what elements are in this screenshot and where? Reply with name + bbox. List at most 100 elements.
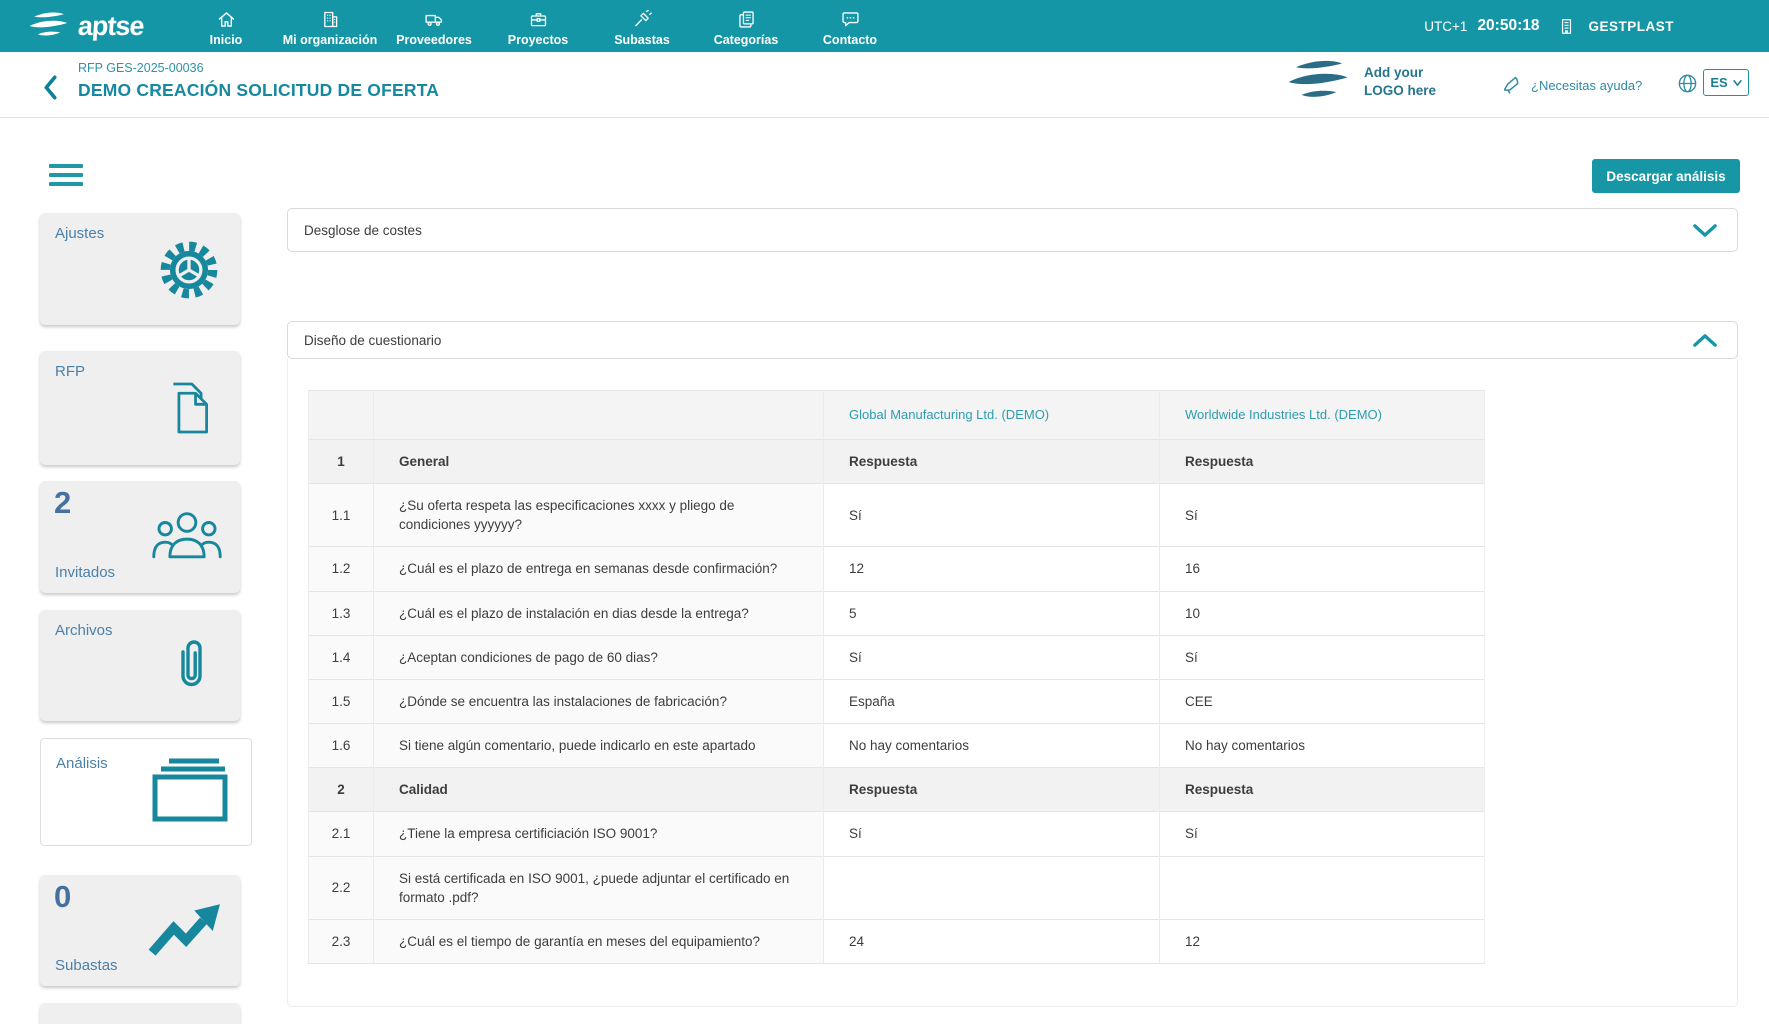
nav-label: Subastas [614,33,670,47]
table-row: 2.3 ¿Cuál es el tiempo de garantía en me… [308,918,1485,965]
answer-cell-supplier-2: 10 [1159,590,1485,636]
breadcrumb: RFP GES-2025-00036 [78,61,204,75]
answer-cell-supplier-1: 5 [823,590,1160,636]
row-number: 1.5 [308,678,374,724]
empty-header-cell [308,390,374,440]
row-number: 1.1 [308,483,374,547]
sidebar-card-subastas[interactable]: 0 Subastas [40,875,240,986]
nav-label: Proveedores [396,33,472,47]
answer-cell-supplier-2: 12 [1159,918,1485,965]
megaphone-icon [1503,76,1519,94]
question-cell: General [373,438,824,484]
panel-title: Diseño de cuestionario [304,332,442,348]
language-select[interactable]: ES [1703,69,1749,96]
answer-cell-supplier-2: Respuesta [1159,438,1485,484]
card-label: Invitados [55,564,116,581]
sidebar-card-analisis[interactable]: Análisis [40,738,252,846]
answer-cell-supplier-1: No hay comentarios [823,723,1160,768]
panel-desglose-de-costes[interactable]: Desglose de costes [287,208,1738,252]
nav-item-categorias[interactable]: Categorías [694,5,798,47]
row-number: 2.1 [308,811,374,857]
menu-toggle-button[interactable] [49,164,83,191]
question-cell: Calidad [373,767,824,812]
question-cell: ¿Tiene la empresa certificiación ISO 900… [373,811,824,857]
nav-label: Inicio [209,33,243,47]
chevron-down-icon[interactable] [1693,223,1717,237]
back-button[interactable] [42,74,59,106]
help-link[interactable]: ¿Necesitas ayuda? [1500,74,1642,96]
nav-item-subastas[interactable]: Subastas [590,5,694,47]
sidebar-card-rfp[interactable]: RFP [40,351,240,465]
nav-item-proyectos[interactable]: Subastas Proyectos [486,5,590,47]
sidebar-card-invitados[interactable]: 2 Invitados [40,481,240,593]
row-number: 1.3 [308,590,374,636]
topbar-right-cluster: UTC+1 20:50:18 GESTPLAST [1424,0,1674,52]
sidebar-card-ajustes[interactable]: Ajustes [40,213,240,325]
aptse-logo[interactable]: aptse [26,10,146,42]
help-label: ¿Necesitas ayuda? [1531,77,1643,93]
page-title: DEMO CREACIÓN SOLICITUD DE OFERTA [78,80,440,100]
row-number: 1.6 [308,723,374,768]
swoosh-logo-icon [29,12,68,36]
question-cell: ¿Cuál es el plazo de instalación en dias… [373,590,824,636]
empty-header-cell [373,390,824,440]
sidebar-card-partial[interactable] [40,1003,240,1024]
organization-icon [323,11,337,28]
answer-cell-supplier-2: CEE [1159,678,1485,724]
card-label: Subastas [55,957,118,974]
table-row: 1.6 Si tiene algún comentario, puede ind… [308,723,1485,768]
row-number: 2.2 [308,855,374,920]
question-cell: ¿Aceptan condiciones de pago de 60 dias? [373,634,824,680]
nav-item-mi-organizacion[interactable]: Mi organización [278,5,382,47]
question-cell: ¿Dónde se encuentra las instalaciones de… [373,678,824,724]
nav-item-inicio[interactable]: Inicio [174,5,278,47]
timezone-label: UTC+1 [1424,18,1468,34]
nav-label: Proyectos [507,33,569,47]
answer-cell-supplier-1: Sí [823,634,1160,680]
briefcase-icon [530,13,546,27]
card-label: Análisis [56,755,108,772]
supplier-header-row: Global Manufacturing Ltd. (DEMO) Worldwi… [308,390,1485,440]
building-icon [1562,18,1572,34]
table-row: 2 Calidad Respuesta Respuesta [308,767,1485,812]
table-row: 2.2 Si está certificada en ISO 9001, ¿pu… [308,855,1485,920]
panel-diseno-de-cuestionario[interactable]: Diseño de cuestionario [287,321,1738,359]
language-value: ES [1710,75,1728,90]
nav-item-contacto[interactable]: Contacto [798,5,902,47]
supplier-column-header[interactable]: Global Manufacturing Ltd. (DEMO) [823,390,1160,440]
answer-cell-supplier-2: 16 [1159,546,1485,592]
answer-cell-supplier-1: Respuesta [823,767,1160,812]
nav-label: Contacto [822,33,878,47]
logo-placeholder[interactable]: Add your LOGO here [1283,58,1436,106]
supplier-column-header[interactable]: Worldwide Industries Ltd. (DEMO) [1159,390,1485,440]
truck-icon [425,14,443,26]
answer-cell-supplier-2: Sí [1159,634,1485,680]
table-row: 2.1 ¿Tiene la empresa certificiación ISO… [308,811,1485,857]
chevron-up-icon[interactable] [1693,333,1717,347]
answer-cell-supplier-1 [823,855,1160,920]
company-name[interactable]: GESTPLAST [1588,18,1674,34]
table-row: 1 General Respuesta Respuesta [308,438,1485,484]
nav-item-proveedores[interactable]: Proveedores [382,5,486,47]
panel-title: Desglose de costes [304,222,422,238]
download-analysis-button[interactable]: Descargar análisis [1592,159,1740,193]
table-row: 1.4 ¿Aceptan condiciones de pago de 60 d… [308,634,1485,680]
row-number: 2.3 [308,918,374,965]
sidebar-card-archivos[interactable]: Archivos [40,610,240,721]
main-nav: Inicio Mi organización Proveedores Subas… [174,5,902,47]
row-number: 2 [308,767,374,812]
answer-cell-supplier-2: Respuesta [1159,767,1485,812]
row-number: 1 [308,438,374,484]
gear-icon [156,237,222,308]
answer-cell-supplier-2: Sí [1159,811,1485,857]
nav-label: Categorías [713,33,779,47]
logo-placeholder-line2: LOGO here [1364,83,1437,98]
clock: 20:50:18 [1477,17,1540,34]
chat-icon [841,12,859,27]
swoosh-logo-icon [1288,60,1348,97]
question-cell: ¿Cuál es el plazo de entrega en semanas … [373,546,824,592]
card-count: 0 [54,879,72,914]
card-label: Archivos [55,622,113,639]
answer-cell-supplier-1: Sí [823,811,1160,857]
answer-cell-supplier-2: No hay comentarios [1159,723,1485,768]
